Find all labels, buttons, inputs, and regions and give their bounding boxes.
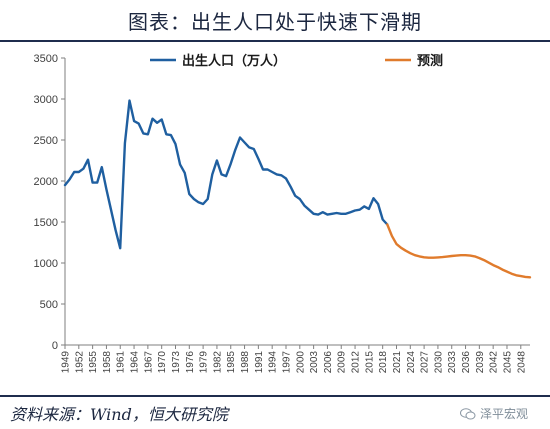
x-tick-label: 1961 [116, 351, 127, 374]
y-tick-label: 3500 [34, 53, 58, 65]
wechat-icon [459, 407, 476, 419]
y-tick-label: 500 [40, 299, 58, 311]
x-tick-label: 1994 [268, 351, 279, 374]
x-tick-label: 1997 [281, 351, 292, 374]
x-tick-label: 2042 [489, 351, 500, 374]
x-tick-label: 1988 [240, 351, 251, 374]
x-tick-label: 1976 [185, 351, 196, 374]
x-tick-label: 2024 [406, 351, 417, 374]
legend: 出生人口（万人） 预测 [150, 53, 443, 69]
source-note: 资料来源：Wind，恒大研究院 [10, 405, 228, 424]
x-tick-label: 2030 [433, 351, 444, 374]
x-tick-label: 2000 [295, 351, 306, 374]
x-tick-label: 2009 [337, 351, 348, 374]
x-tick-label: 2027 [420, 351, 431, 374]
footer: 资料来源：Wind，恒大研究院 泽平宏观 [0, 395, 550, 429]
watermark: 泽平宏观 [459, 405, 528, 422]
legend-label: 预测 [417, 53, 443, 69]
axes: 0 500 1000 1500 2000 2500 3000 3500 1949 1952 1955… [34, 53, 530, 373]
series-line-forecast [386, 223, 532, 279]
series-line-births [63, 99, 389, 250]
x-tick-label: 2003 [309, 351, 320, 374]
y-tick-label: 3000 [34, 94, 58, 106]
x-tick-label: 2048 [516, 351, 527, 374]
x-tick-label: 1973 [171, 351, 182, 374]
y-tick-label: 1500 [34, 217, 58, 229]
y-tick-label: 1000 [34, 258, 58, 270]
x-tick-label: 2012 [351, 351, 362, 374]
x-tick-label: 1967 [143, 351, 154, 374]
x-tick-label: 1982 [212, 351, 223, 374]
x-tick-label: 1949 [61, 351, 72, 374]
x-tick-label: 1958 [102, 351, 113, 374]
x-tick-label: 2021 [392, 351, 403, 374]
chart-title: 图表：出生人口处于快速下滑期 [128, 10, 422, 34]
x-tick-label: 2018 [378, 351, 389, 374]
x-tick-label: 2006 [323, 351, 334, 374]
x-tick-label: 2033 [447, 351, 458, 374]
x-tick-label: 1952 [74, 351, 85, 374]
y-tick-label: 0 [52, 340, 58, 352]
line-chart: 0 500 1000 1500 2000 2500 3000 3500 1949 1952 1955… [34, 53, 532, 373]
x-tick-label: 1991 [254, 351, 265, 374]
y-tick-label: 2500 [34, 135, 58, 147]
x-tick-label: 1955 [88, 351, 99, 374]
title-bar: 图表：出生人口处于快速下滑期 [0, 0, 550, 42]
watermark-text: 泽平宏观 [479, 407, 528, 421]
series-lines [63, 99, 532, 279]
x-tick-label: 1964 [130, 351, 141, 374]
x-tick-label: 2039 [475, 351, 486, 374]
x-tick-label: 2045 [502, 351, 513, 374]
x-tick-label: 2015 [364, 351, 375, 374]
x-tick-label: 1970 [157, 351, 168, 374]
x-tick-label: 2036 [461, 351, 472, 374]
y-tick-label: 2000 [34, 176, 58, 188]
x-tick-label: 1985 [226, 351, 237, 374]
x-tick-label: 1979 [199, 351, 210, 374]
legend-label: 出生人口（万人） [182, 53, 286, 69]
